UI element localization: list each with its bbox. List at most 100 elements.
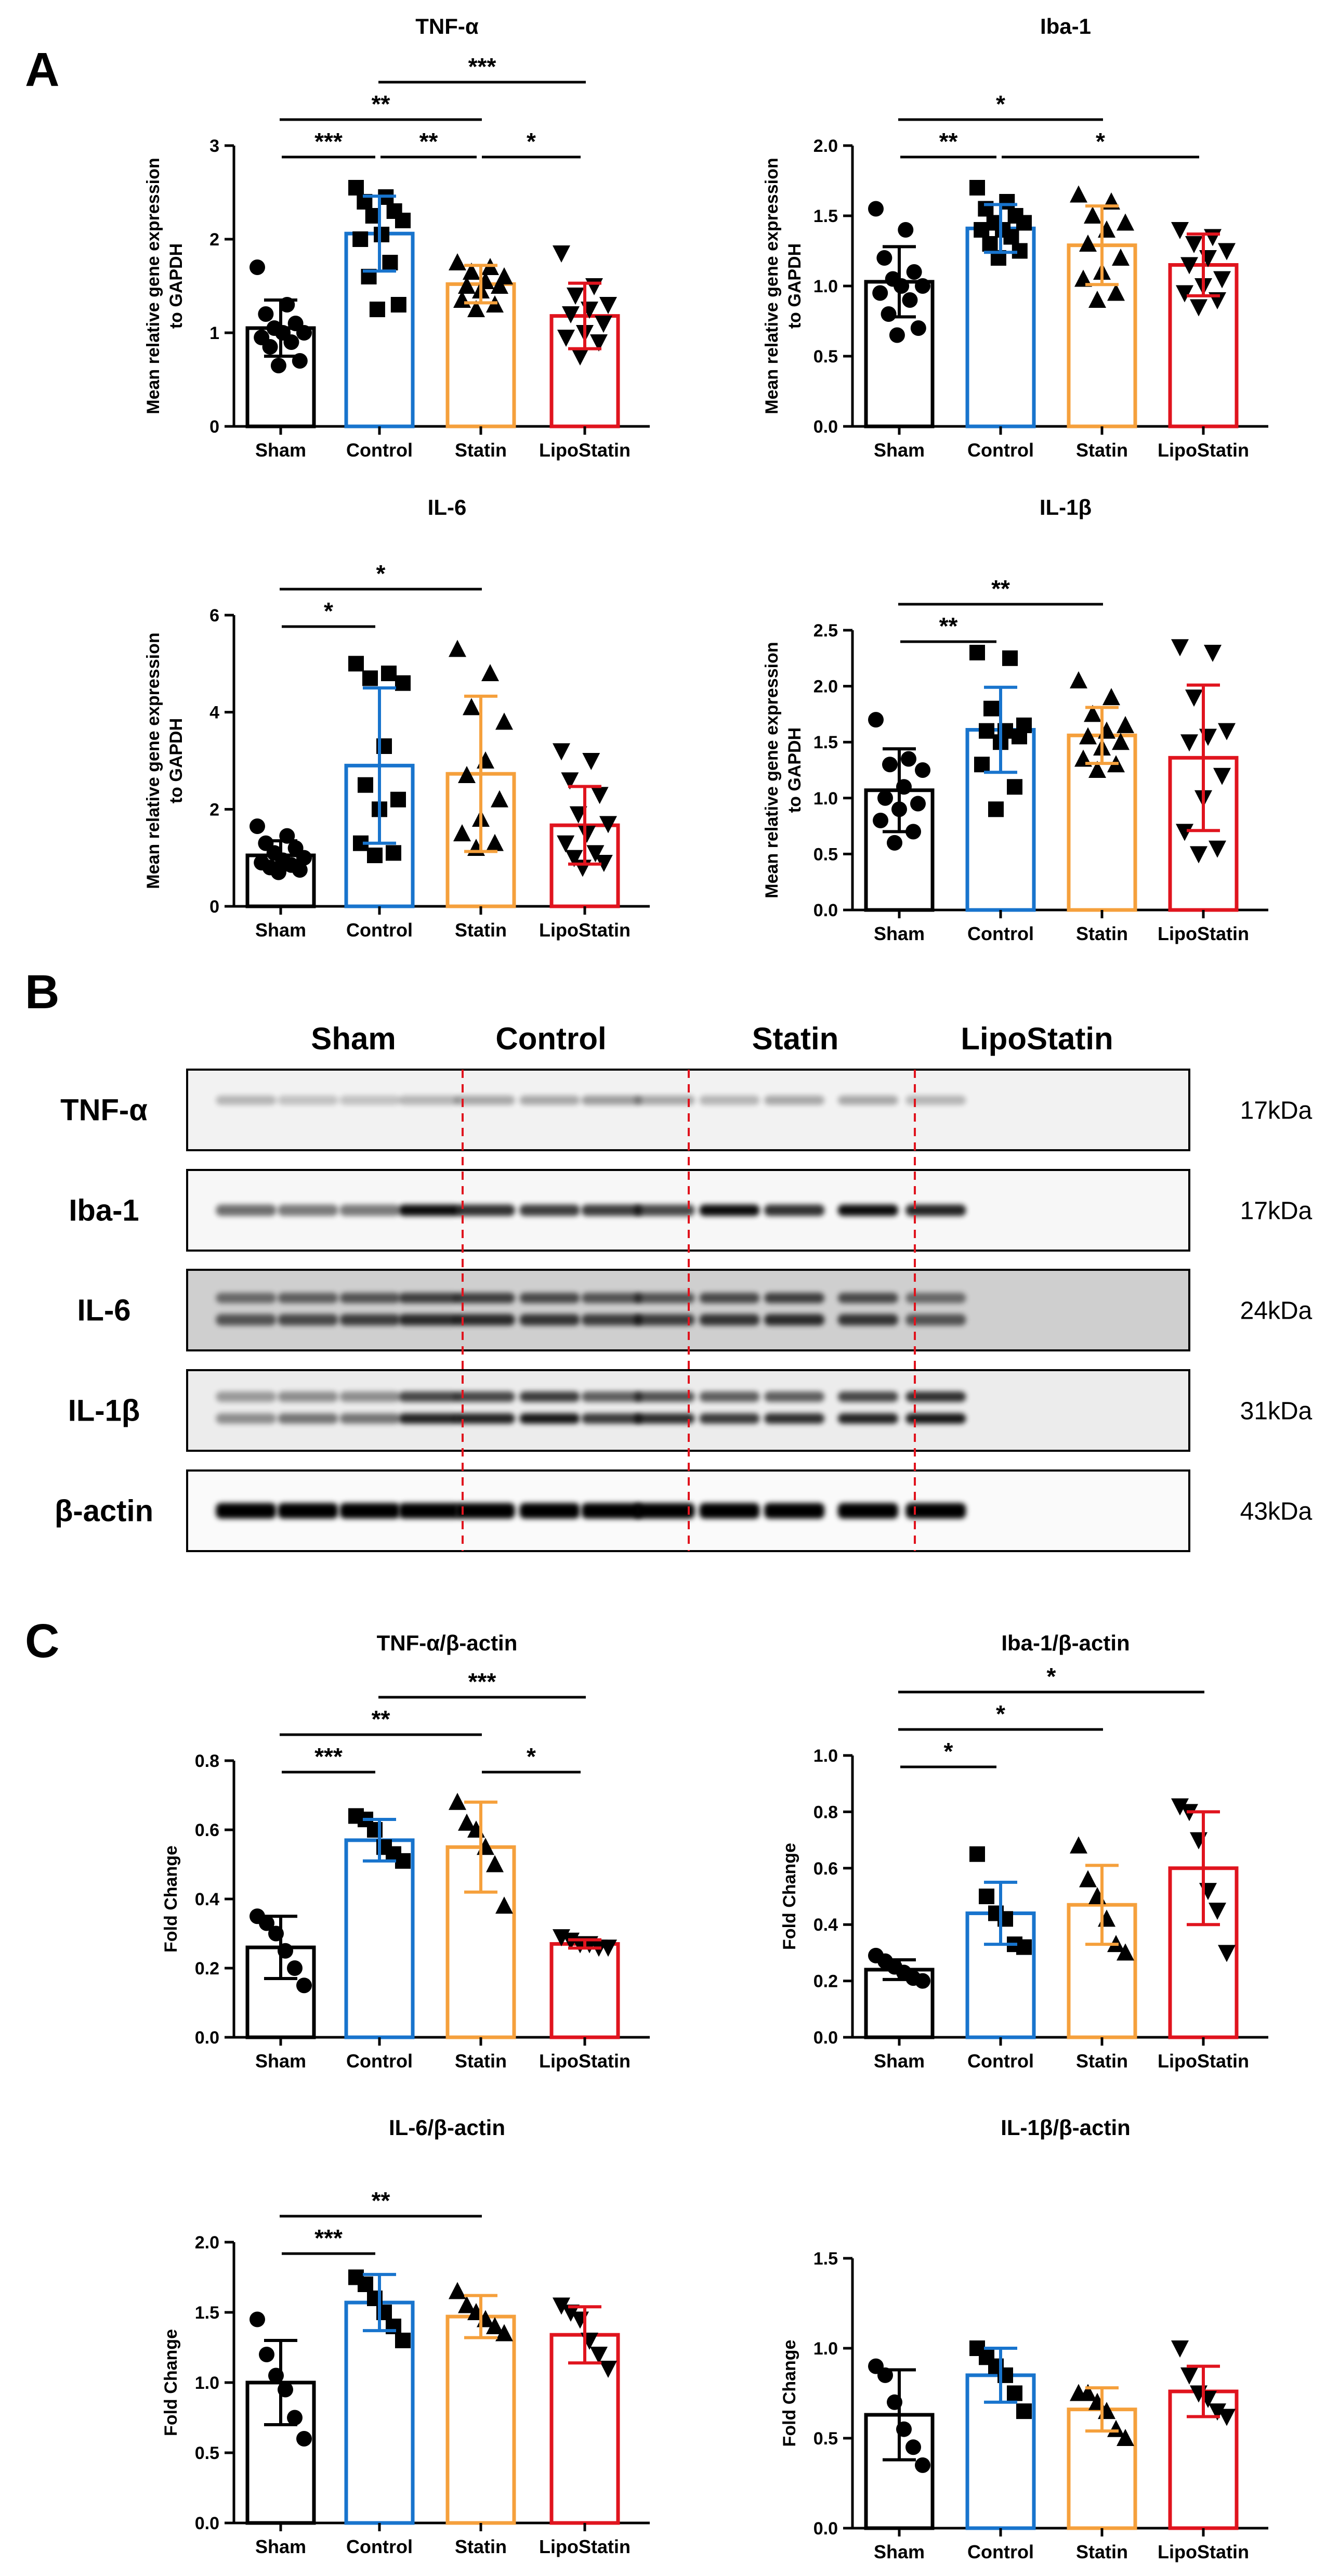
data-point — [894, 278, 910, 294]
blot-protein-label: TNF-α — [60, 1094, 148, 1127]
data-point — [969, 1846, 985, 1862]
blot-kda-label: 31kDa — [1240, 1398, 1312, 1425]
data-point — [1016, 215, 1032, 231]
blot-band — [398, 1204, 459, 1216]
data-point — [348, 180, 364, 196]
category-label: Control — [967, 923, 1034, 944]
data-point — [495, 712, 513, 730]
blot-band — [837, 1391, 898, 1402]
data-point — [458, 1813, 476, 1831]
data-point — [599, 1940, 617, 1957]
y-tick-label: 1 — [209, 323, 219, 343]
blot-band — [216, 1204, 277, 1216]
y-tick-label: 0.8 — [195, 1751, 219, 1771]
y-tick-label: 2.0 — [813, 136, 838, 156]
significance-label: * — [527, 128, 536, 155]
blot-band — [216, 1314, 277, 1326]
data-point — [590, 334, 608, 352]
data-point — [868, 201, 884, 217]
chart-title: Iba-1 — [1040, 14, 1091, 38]
significance-label: *** — [314, 2224, 343, 2252]
category-label: Sham — [255, 919, 306, 941]
blot-band — [278, 1391, 338, 1402]
data-point — [586, 845, 605, 863]
data-point — [382, 255, 398, 270]
category-label: Control — [967, 2541, 1034, 2562]
blot-band — [581, 1391, 642, 1402]
blot-band — [581, 1204, 642, 1216]
data-point — [250, 259, 265, 275]
data-point — [287, 1960, 303, 1976]
blot-band — [905, 1391, 966, 1402]
y-tick-label: 2.0 — [195, 2233, 219, 2253]
blot-band — [837, 1095, 898, 1105]
blot-band — [764, 1204, 825, 1216]
data-point — [348, 656, 364, 672]
blot-band — [454, 1391, 515, 1402]
y-tick-label: 1.0 — [813, 1746, 838, 1766]
category-label: Statin — [1076, 2541, 1128, 2562]
category-label: Control — [346, 2536, 413, 2557]
data-point — [590, 787, 609, 804]
chart-title: IL-6/β-actin — [389, 2115, 505, 2140]
blot-band — [519, 1503, 580, 1519]
y-axis-label: Mean relative gene expression — [762, 158, 782, 414]
y-tick-label: 0.0 — [195, 2028, 219, 2048]
data-point — [1107, 2419, 1125, 2437]
blot-band — [699, 1293, 760, 1304]
data-point — [582, 753, 600, 770]
data-point — [395, 2333, 411, 2348]
blot-band — [837, 1293, 898, 1304]
chart-title: IL-6 — [428, 495, 467, 519]
data-point — [1070, 671, 1087, 688]
blot-band — [634, 1503, 695, 1519]
blot-band — [454, 1314, 515, 1326]
chart-title: IL-1β — [1040, 495, 1092, 519]
data-point — [868, 712, 884, 728]
blot-band — [454, 1503, 515, 1519]
significance-label: * — [1096, 128, 1105, 155]
category-label: Statin — [1076, 2050, 1128, 2072]
blot-band — [905, 1503, 966, 1519]
blot-band — [764, 1095, 825, 1105]
category-label: Statin — [1076, 439, 1128, 461]
data-point — [906, 264, 922, 280]
data-point — [1088, 761, 1106, 778]
data-point — [974, 222, 990, 238]
blot-band — [699, 1391, 760, 1402]
data-point — [296, 850, 312, 866]
significance-label: * — [527, 1743, 536, 1770]
blot-band — [634, 1391, 695, 1402]
blot-group-label: Control — [495, 1021, 606, 1056]
y-axis-label: Fold Change — [780, 1843, 799, 1950]
y-tick-label: 1.5 — [813, 2249, 838, 2269]
data-point — [905, 2439, 921, 2455]
data-point — [390, 791, 406, 808]
data-point — [595, 316, 612, 333]
blot-band — [398, 1413, 459, 1424]
category-label: Statin — [455, 919, 507, 941]
y-tick-label: 1.0 — [813, 277, 838, 296]
data-point — [561, 772, 579, 790]
data-point — [458, 2296, 476, 2313]
data-point — [250, 2311, 265, 2327]
blot-group-label: Sham — [311, 1021, 396, 1056]
data-point — [979, 1889, 994, 1904]
plot-group: TNF-α 0 1 2 3 Mean relative gene expression to… — [143, 14, 650, 461]
blot-kda-label: 43kDa — [1240, 1498, 1312, 1526]
blot-band — [699, 1314, 760, 1326]
significance-label: * — [1047, 1663, 1056, 1690]
significance-label: * — [944, 1738, 953, 1765]
data-point — [1079, 1870, 1097, 1888]
data-point — [915, 762, 930, 778]
blot-band — [519, 1293, 580, 1304]
data-point — [915, 1973, 930, 1989]
data-point — [395, 1853, 411, 1869]
data-point — [1213, 271, 1231, 289]
y-axis-label: Mean relative gene expression — [143, 158, 163, 414]
category-label: Control — [346, 439, 413, 461]
data-point — [557, 330, 575, 347]
blot-band — [764, 1293, 825, 1304]
